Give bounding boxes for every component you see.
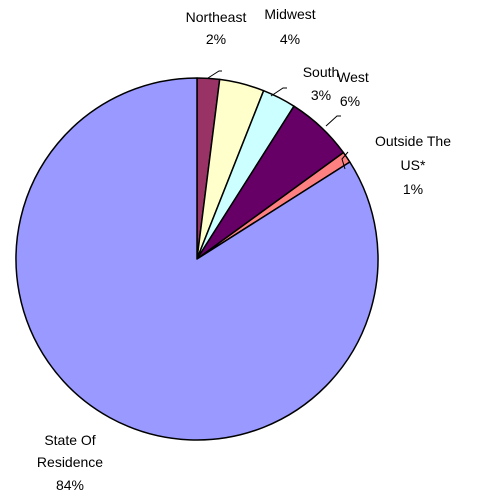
slice-value-label: 1% bbox=[403, 181, 423, 197]
leader-line bbox=[325, 115, 341, 127]
leader-line bbox=[270, 87, 287, 97]
slice-value-label: 4% bbox=[280, 31, 300, 47]
slice-name-label: West bbox=[337, 69, 369, 85]
pie-slices bbox=[15, 77, 379, 441]
leader-lines bbox=[207, 70, 349, 170]
slice-name-label: State Of bbox=[44, 432, 95, 448]
slice-labels: Northeast 2% Midwest 4% South 3% West 6% Outside… bbox=[37, 6, 451, 493]
slice-value-label: 6% bbox=[340, 93, 360, 109]
leader-line bbox=[207, 70, 222, 79]
slice-name-label: Northeast bbox=[186, 9, 247, 25]
slice-name-label: Residence bbox=[37, 454, 103, 470]
pie-slice-state-of-residence bbox=[15, 77, 379, 441]
slice-value-label: 3% bbox=[311, 87, 331, 103]
leader-line bbox=[341, 151, 349, 170]
slice-name-label: US* bbox=[401, 157, 426, 173]
slice-value-label: 84% bbox=[56, 477, 84, 493]
slice-name-label: South bbox=[303, 64, 340, 80]
slice-value-label: 2% bbox=[206, 31, 226, 47]
slice-name-label: Outside The bbox=[375, 133, 451, 149]
slice-name-label: Midwest bbox=[264, 6, 315, 22]
